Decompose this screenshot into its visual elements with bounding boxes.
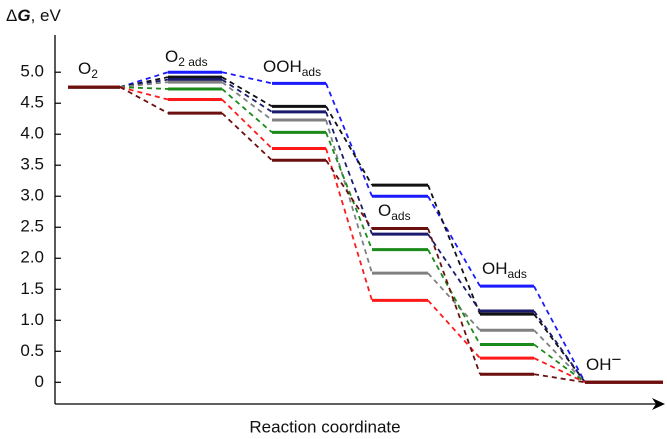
y-tick-label: 0.5 xyxy=(20,341,44,360)
connector xyxy=(119,86,169,90)
connector xyxy=(221,76,273,108)
connector xyxy=(119,78,169,88)
connector xyxy=(119,86,169,114)
y-tick-label: 0 xyxy=(35,372,44,391)
connector xyxy=(221,78,273,113)
connector xyxy=(427,272,481,331)
connector xyxy=(325,159,373,229)
y-tick-label: 1.5 xyxy=(20,279,44,298)
state-label: Oads xyxy=(378,201,411,223)
state-label-main: OOH xyxy=(263,57,302,76)
y-tick-label: 4.5 xyxy=(20,93,44,112)
y-tick-label: 1.0 xyxy=(20,310,44,329)
connector xyxy=(427,233,481,312)
y-label-unit: , eV xyxy=(31,6,62,25)
y-tick-label: 2.5 xyxy=(20,217,44,236)
state-label-main: OH xyxy=(482,259,508,278)
state-label-main: O xyxy=(165,47,178,66)
y-tick-label: 3.0 xyxy=(20,186,44,205)
connector xyxy=(427,249,481,345)
y-label-prefix: Δ xyxy=(6,6,17,25)
state-label: O2 ads xyxy=(165,47,208,69)
state-label-sub: 2 xyxy=(91,67,98,81)
x-axis-label: Reaction coordinate xyxy=(249,417,400,436)
state-label: OOHads xyxy=(263,57,321,79)
connector xyxy=(221,112,273,161)
state-label-sub: 2 ads xyxy=(178,55,207,69)
connector xyxy=(119,81,169,88)
y-tick-label: 5.0 xyxy=(20,62,44,81)
y-label-symbol: G xyxy=(17,6,30,25)
state-label-sub: ads xyxy=(391,209,410,223)
state-label: OH− xyxy=(586,350,622,374)
y-tick-label: 4.0 xyxy=(20,124,44,143)
connector xyxy=(325,119,373,274)
connector xyxy=(325,111,373,235)
connector xyxy=(325,132,373,250)
connector xyxy=(221,88,273,134)
y-tick-label: 3.5 xyxy=(20,155,44,174)
connector xyxy=(221,81,273,121)
connector xyxy=(533,285,586,383)
connector xyxy=(427,228,481,375)
y-tick-label: 2.0 xyxy=(20,248,44,267)
y-axis-label: ΔG, eV xyxy=(6,6,61,25)
connector xyxy=(119,76,169,88)
connector xyxy=(533,343,586,384)
x-axis-arrow xyxy=(652,398,665,410)
state-label-main: O xyxy=(78,59,91,78)
connector xyxy=(325,105,373,186)
state-label-main: O xyxy=(378,201,391,220)
connector xyxy=(533,310,586,383)
connector xyxy=(325,83,373,197)
state-label-main: OH xyxy=(586,355,612,374)
state-label-sup: − xyxy=(612,350,622,369)
state-label-sub: ads xyxy=(508,267,527,281)
connector xyxy=(533,357,586,384)
connector xyxy=(221,98,273,150)
state-label-sub: ads xyxy=(302,65,321,79)
state-label: OHads xyxy=(482,259,527,281)
state-label: O2 xyxy=(78,59,98,81)
connector xyxy=(533,329,586,383)
connector xyxy=(119,71,169,88)
